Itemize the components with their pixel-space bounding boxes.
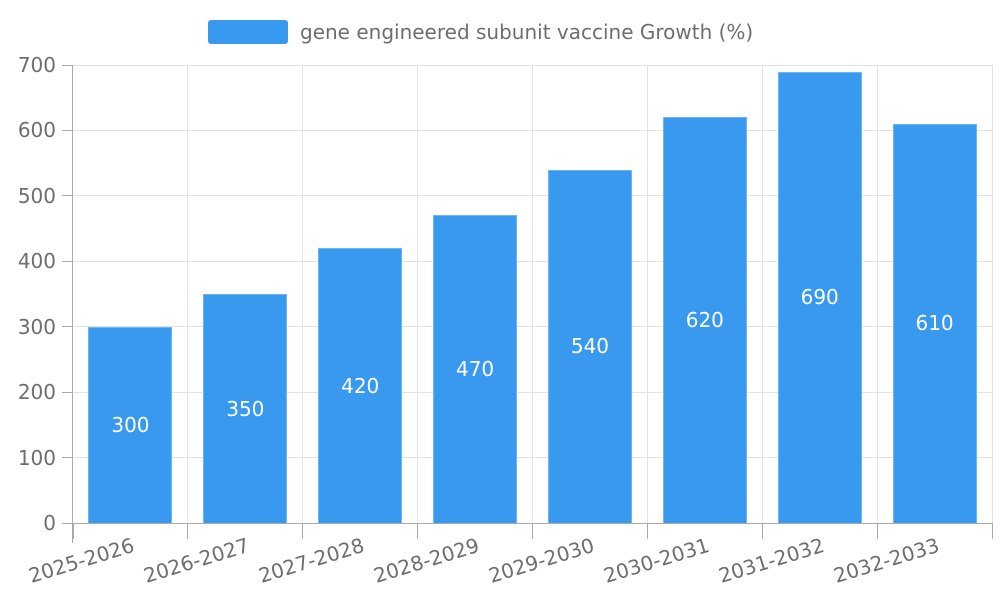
y-axis-tick (62, 129, 72, 131)
y-tick-label: 200 (17, 380, 56, 405)
x-axis-tick (532, 523, 533, 539)
y-tick-label: 100 (17, 445, 56, 470)
gridline-vertical (187, 65, 189, 523)
x-tick-label: 2029-2030 (485, 533, 597, 588)
gridline-vertical (302, 65, 304, 523)
legend-swatch-icon[interactable] (208, 20, 288, 44)
bar (662, 117, 747, 523)
bar (892, 123, 977, 523)
bar-value-label: 610 (915, 311, 954, 336)
y-axis-tick (62, 64, 72, 66)
bar-value-label: 690 (800, 285, 839, 310)
y-tick-label: 0 (43, 511, 56, 535)
gridline-vertical (646, 65, 648, 523)
y-tick-label: 500 (17, 183, 56, 208)
y-tick-label: 300 (17, 314, 56, 339)
y-axis-tick (62, 260, 72, 262)
bar (203, 294, 288, 523)
x-tick-label: 2027-2028 (255, 533, 368, 588)
bar (318, 248, 403, 523)
x-tick-label: 2028-2029 (370, 533, 483, 588)
x-tick-label: 2025-2026 (26, 533, 138, 588)
x-tick-label: 2031-2032 (715, 533, 827, 588)
x-axis-tick (187, 523, 189, 539)
x-tick-label: 2030-2031 (600, 533, 712, 588)
bar (88, 326, 173, 523)
y-axis-line (72, 65, 73, 543)
legend[interactable]: gene engineered subunit vaccine Growth (… (208, 20, 753, 44)
gridline-vertical (417, 65, 419, 523)
y-tick-label: 700 (17, 53, 56, 77)
x-tick-label: 2026-2027 (141, 533, 253, 588)
y-axis-tick (62, 326, 72, 328)
legend-label[interactable]: gene engineered subunit vaccine Growth (… (300, 20, 754, 44)
bar (547, 169, 632, 523)
gridline-vertical (532, 65, 533, 523)
x-axis-tick (991, 523, 993, 539)
bar (777, 71, 862, 523)
x-axis-line (62, 522, 992, 524)
bar-value-label: 540 (570, 334, 610, 359)
y-axis-tick (62, 195, 72, 197)
x-axis-tick (876, 523, 878, 539)
gridline-vertical (761, 65, 763, 523)
x-tick-label: 2032-2033 (830, 533, 942, 588)
y-tick-label: 600 (17, 118, 56, 143)
bar-value-label: 470 (455, 357, 495, 382)
y-axis-tick (62, 457, 72, 459)
x-axis-tick (72, 523, 74, 539)
x-axis-tick (302, 523, 304, 539)
x-axis-tick (646, 523, 648, 539)
bar (433, 215, 518, 523)
x-axis-tick (761, 523, 763, 539)
bar-value-label: 350 (226, 396, 265, 421)
y-axis-tick (62, 391, 72, 393)
bar-value-label: 420 (341, 373, 380, 398)
x-axis-tick (417, 523, 419, 539)
y-tick-label: 400 (17, 249, 56, 274)
bar-value-label: 300 (111, 412, 150, 437)
bar-value-label: 620 (685, 308, 724, 333)
y-axis-tick (62, 522, 72, 524)
gridline-vertical (876, 65, 878, 523)
gridline-vertical (991, 65, 993, 523)
